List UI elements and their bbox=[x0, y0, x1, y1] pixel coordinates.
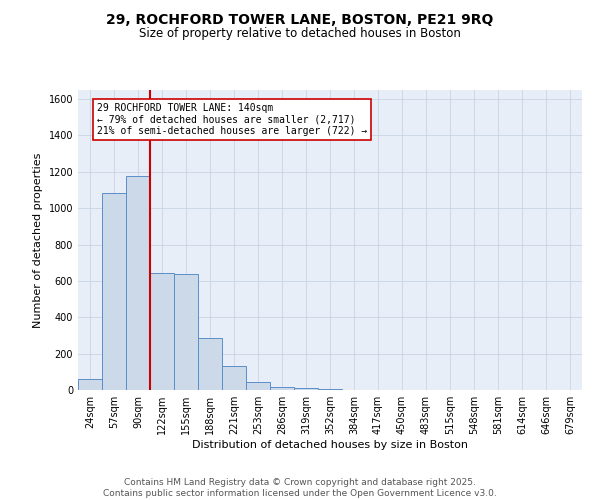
Text: 29 ROCHFORD TOWER LANE: 140sqm
← 79% of detached houses are smaller (2,717)
21% : 29 ROCHFORD TOWER LANE: 140sqm ← 79% of … bbox=[97, 102, 367, 136]
Text: Size of property relative to detached houses in Boston: Size of property relative to detached ho… bbox=[139, 28, 461, 40]
Y-axis label: Number of detached properties: Number of detached properties bbox=[33, 152, 43, 328]
Bar bbox=[126, 176, 150, 390]
Bar bbox=[270, 386, 294, 390]
Bar bbox=[246, 382, 270, 390]
Bar bbox=[78, 379, 102, 390]
Text: 29, ROCHFORD TOWER LANE, BOSTON, PE21 9RQ: 29, ROCHFORD TOWER LANE, BOSTON, PE21 9R… bbox=[106, 12, 494, 26]
Bar bbox=[222, 366, 246, 390]
Bar bbox=[102, 192, 126, 390]
Bar bbox=[174, 274, 198, 390]
X-axis label: Distribution of detached houses by size in Boston: Distribution of detached houses by size … bbox=[192, 440, 468, 450]
Bar bbox=[198, 338, 222, 390]
Text: Contains HM Land Registry data © Crown copyright and database right 2025.
Contai: Contains HM Land Registry data © Crown c… bbox=[103, 478, 497, 498]
Bar bbox=[150, 272, 174, 390]
Bar bbox=[318, 388, 342, 390]
Bar bbox=[294, 388, 318, 390]
